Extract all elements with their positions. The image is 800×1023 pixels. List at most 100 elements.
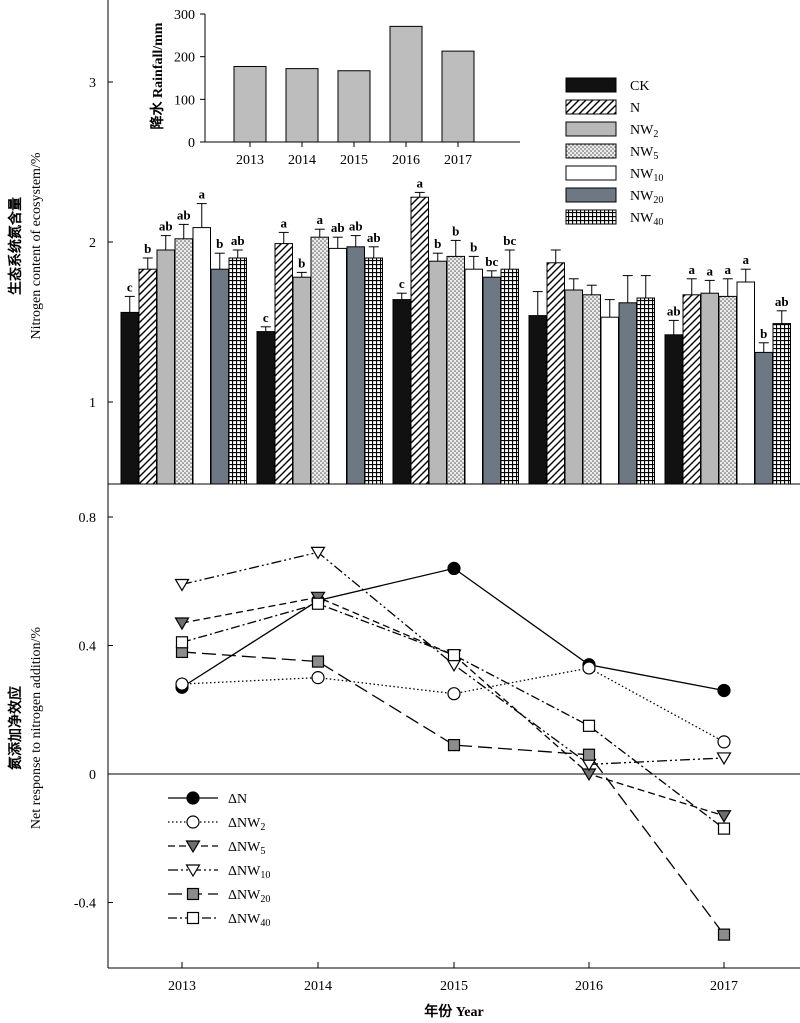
significance-letter: ab: [367, 230, 381, 245]
significance-letter: b: [760, 326, 767, 341]
significance-letter: ab: [667, 303, 681, 318]
y-tick-label: 3: [89, 76, 96, 91]
bar: [618, 302, 637, 485]
significance-letter: b: [298, 255, 305, 270]
legend-label: ΔN: [228, 792, 247, 807]
rainfall-bar: [285, 68, 319, 143]
rainfall-bar: [441, 50, 475, 143]
data-point: [447, 561, 461, 576]
inset-x-tick-label: 2017: [444, 153, 472, 168]
bar: [772, 323, 791, 485]
net-response-legend: ΔN ΔNW2 ΔNW5 ΔNW10 ΔNW20 ΔNW40: [168, 791, 270, 929]
x-axis-label: 年份 Year: [424, 1003, 484, 1020]
y-tick-label: -0.4: [74, 897, 96, 912]
y-tick-label: 1: [89, 396, 96, 411]
bar: [364, 257, 383, 485]
bar: [228, 257, 247, 485]
series-line: [181, 603, 725, 830]
bar: [428, 260, 447, 485]
data-point: [174, 617, 190, 631]
bar: [718, 295, 737, 485]
bar: [174, 238, 193, 485]
legend-label: ΔNW10: [228, 864, 270, 881]
bar: [546, 262, 565, 485]
significance-letter: ab: [331, 220, 345, 235]
series-line: [181, 667, 725, 743]
bar: [346, 246, 365, 485]
y-tick-label: 0.8: [79, 511, 97, 526]
legend-marker: [186, 815, 200, 829]
significance-letter: b: [452, 223, 459, 238]
legend-marker: [186, 911, 200, 925]
significance-letter: ab: [231, 233, 245, 248]
data-point: [447, 687, 461, 701]
legend-label: ΔNW40: [228, 912, 270, 929]
legend-swatch: [565, 77, 617, 93]
x-tick-label: 2013: [168, 979, 196, 994]
data-point: [175, 636, 189, 649]
bar: [446, 255, 465, 485]
significance-letter: a: [317, 212, 324, 227]
data-point: [447, 738, 461, 752]
legend-label: CK: [630, 79, 649, 94]
bar: [392, 299, 411, 485]
data-point: [717, 928, 731, 941]
inset-x-tick-label: 2015: [340, 153, 368, 168]
series-line: [181, 567, 725, 692]
legend-swatch: [565, 165, 617, 181]
rainfall-bar: [389, 25, 423, 143]
significance-letter: b: [470, 239, 477, 254]
significance-letter: bc: [485, 254, 498, 269]
legend-swatch: [565, 143, 617, 159]
bar: [482, 276, 501, 485]
bar: [138, 268, 157, 485]
bar: [274, 243, 293, 485]
bar: [736, 281, 755, 485]
y-tick-label: 0: [89, 768, 96, 783]
rainfall-bar: [337, 70, 371, 143]
bar: [310, 236, 329, 485]
bottom-ylabel-en: Net response to nitrogen addition/%: [29, 627, 44, 830]
legend-swatch: [565, 121, 617, 137]
data-point: [582, 661, 596, 675]
legend-label: N: [630, 101, 640, 116]
bar: [410, 196, 429, 485]
series-line: [181, 651, 725, 936]
legend-marker: [186, 887, 200, 901]
bar: [528, 315, 547, 485]
significance-letter: c: [399, 276, 405, 291]
data-point: [447, 649, 461, 662]
bar: [156, 249, 175, 485]
significance-letter: ab: [159, 219, 173, 234]
legend-marker: [185, 840, 201, 854]
top-ylabel-en: Nitrogen content of ecosystem/%: [29, 152, 44, 339]
inset-y-tick-label: 0: [188, 136, 195, 151]
data-point: [717, 822, 731, 835]
significance-letter: c: [127, 279, 133, 294]
legend-marker: [185, 864, 201, 878]
data-point: [311, 671, 325, 685]
series-line: [181, 551, 725, 766]
significance-letter: a: [281, 215, 288, 230]
bar: [682, 294, 701, 485]
significance-letter: a: [199, 187, 206, 202]
significance-letter: a: [707, 263, 714, 278]
significance-letter: a: [743, 252, 750, 267]
inset-x-tick-label: 2014: [288, 153, 316, 168]
y-tick-label: 0.4: [79, 640, 97, 655]
data-point: [582, 748, 596, 761]
significance-letter: b: [216, 236, 223, 251]
bar: [120, 311, 139, 485]
nitrogen-content-legend: CK N NW2 NW5 NW10 NW20 NW40: [565, 77, 663, 228]
bar: [500, 268, 519, 485]
inset-ylabel: 降水 Rainfall/mm: [149, 22, 166, 129]
legend-label: NW20: [630, 189, 663, 206]
data-point: [310, 546, 326, 560]
bar: [328, 247, 347, 485]
legend-label: NW5: [630, 145, 658, 162]
bar: [754, 351, 773, 485]
legend-label: ΔNW2: [228, 816, 265, 833]
inset-y-tick-label: 100: [174, 93, 195, 108]
data-point: [716, 752, 732, 766]
